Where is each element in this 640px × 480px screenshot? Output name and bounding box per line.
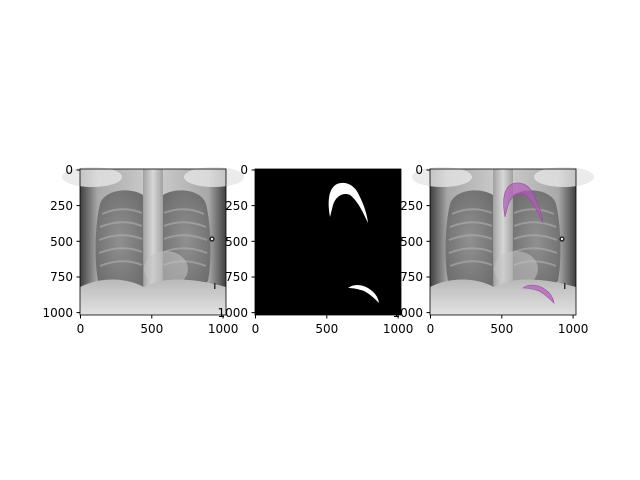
- overlay-region-lower: [522, 284, 555, 304]
- ytick-label: 750: [400, 270, 423, 284]
- xtick-label: 500: [490, 322, 513, 336]
- ytick-label: 750: [225, 270, 248, 284]
- mask-region-lower: [348, 285, 379, 303]
- ytick-label: 0: [65, 163, 73, 177]
- panel-frame: [429, 168, 577, 316]
- ytick-label: 1000: [217, 306, 248, 320]
- ytick-label: 500: [225, 235, 248, 249]
- xtick-label: 1000: [558, 322, 589, 336]
- overlay-region-upper: [503, 182, 544, 224]
- ytick-label: 250: [50, 199, 73, 213]
- ytick-label: 1000: [392, 306, 423, 320]
- overlay-xray-image: [411, 166, 595, 316]
- mask-region-upper: [328, 182, 368, 223]
- xray-image: [61, 166, 245, 316]
- ytick-label: 500: [400, 235, 423, 249]
- panel-overlay: 0 250 500 750 1000 0 500 1000: [392, 163, 595, 336]
- ytick-label: 750: [50, 270, 73, 284]
- yaxis: 0 250 500 750 1000: [217, 163, 255, 320]
- xtick-label: 0: [77, 322, 85, 336]
- ytick-label: 500: [50, 235, 73, 249]
- xaxis: 0 500 1000: [77, 315, 239, 336]
- xtick-label: 0: [252, 322, 260, 336]
- mask-image: [255, 169, 401, 315]
- xtick-label: 0: [427, 322, 435, 336]
- yaxis: 0 250 500 750 1000: [42, 163, 80, 320]
- ytick-label: 250: [225, 199, 248, 213]
- xtick-label: 1000: [383, 322, 414, 336]
- ytick-label: 0: [415, 163, 423, 177]
- panel-frame: [254, 168, 402, 316]
- ytick-label: 250: [400, 199, 423, 213]
- ytick-label: 1000: [42, 306, 73, 320]
- xaxis: 0 500 1000: [427, 315, 589, 336]
- panel-xray: 0 250 500 750 1000 0 500 1000: [42, 163, 245, 336]
- xaxis: 0 500 1000: [252, 315, 414, 336]
- yaxis: 0 250 500 750 1000: [392, 163, 430, 320]
- ytick-label: 0: [240, 163, 248, 177]
- panel-frame: [79, 168, 227, 316]
- xtick-label: 500: [315, 322, 338, 336]
- panel-mask: 0 250 500 750 1000 0 500 1000: [217, 163, 413, 336]
- xtick-label: 1000: [208, 322, 239, 336]
- xtick-label: 500: [140, 322, 163, 336]
